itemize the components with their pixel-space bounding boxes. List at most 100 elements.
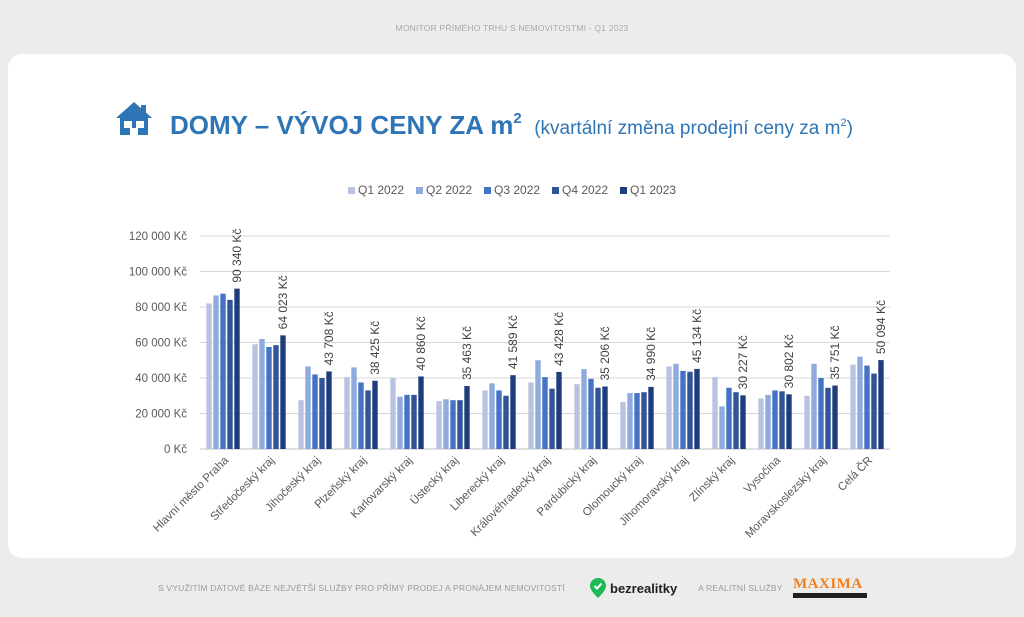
bar [602,386,608,449]
data-label: 35 206 Kč [598,326,612,380]
data-label: 45 134 Kč [690,309,704,363]
maxima-logo: MAXIMA [793,577,869,599]
bar [365,390,371,449]
bar [712,377,718,449]
maxima-name: MAXIMA [793,576,863,592]
y-tick-label: 80 000 Kč [135,302,187,314]
bar [234,288,240,449]
bar [673,363,679,449]
maxima-bar [793,593,867,598]
bar [227,299,233,449]
bar [443,399,449,449]
bar [510,375,516,449]
bar [319,378,325,449]
bar [871,373,877,449]
x-tick-label: Celá ČR [835,454,875,494]
bar [556,371,562,449]
bar [588,378,594,449]
top-caption: MONITOR PŘÍMÉHO TRHU S NEMOVITOSTMI - Q1… [395,23,629,33]
data-label: 30 227 Kč [736,335,750,389]
bar [351,367,357,449]
bar [772,390,778,449]
x-tick-label: Hlavní město Praha [151,454,231,534]
bar [634,393,640,449]
bar [779,391,785,449]
bar [549,388,555,449]
bar [206,303,212,449]
bar [450,400,456,449]
bar [758,398,764,449]
y-tick-label: 40 000 Kč [135,373,187,385]
footer: S VYUŽITÍM DATOVÉ BÁZE NEJVĚTŠÍ SLUŽBY P… [0,577,1024,599]
bar [464,386,470,449]
legend-swatch [552,187,559,194]
bar [358,382,364,449]
y-tick-label: 20 000 Kč [135,409,187,421]
data-label: 30 802 Kč [782,334,796,388]
legend-label: Q1 2022 [358,183,404,197]
bezrealitky-name: bezrealitky [610,580,678,596]
bar [411,394,417,449]
bar [765,394,771,449]
chart-card [8,54,1016,558]
title-row: DOMY – VÝVOJ CENY ZA m2 (kvartální změna… [170,110,853,141]
page-title: DOMY – VÝVOJ CENY ZA m [170,110,514,140]
data-label: 50 094 Kč [874,300,888,354]
y-tick-label: 120 000 Kč [129,231,187,243]
bar [482,390,488,449]
bar [436,401,442,449]
bar [825,387,831,449]
bar [595,387,601,449]
legend-swatch [348,187,355,194]
data-label: 35 463 Kč [460,326,474,380]
bar [574,384,580,449]
bar [850,364,856,449]
bar [252,344,258,449]
data-label: 90 340 Kč [230,229,244,283]
bar [666,366,672,449]
legend-label: Q4 2022 [562,183,608,197]
footer-middle-text: A REALITNÍ SLUŽBY [698,583,783,593]
bar [305,366,311,449]
subtitle-end: ) [846,118,853,139]
legend-swatch [416,187,423,194]
title-superscript: 2 [513,110,522,127]
x-tick-label: Moravskoslezský kraj [743,455,829,541]
bar [864,365,870,449]
bar [372,380,378,449]
bar [326,371,332,449]
bar [280,335,286,449]
y-tick-label: 0 Kč [164,444,187,456]
bar [857,356,863,449]
bar [687,371,693,449]
bar [528,382,534,449]
bar [213,295,219,449]
bar [641,392,647,449]
x-tick-label: Královéhradecký kraj [469,455,553,539]
data-label: 40 860 Kč [414,316,428,370]
bar [457,400,463,449]
bar [832,385,838,449]
page-subtitle: (kvartální změna prodejní ceny za m [534,118,841,139]
bar [503,395,509,449]
bezrealitky-pin-icon [590,578,606,598]
data-label: 43 428 Kč [552,312,566,366]
bar [535,360,541,449]
bar [620,401,626,449]
subtitle-superscript: 2 [840,117,847,129]
bar [298,400,304,449]
bar [811,363,817,449]
legend-swatch [484,187,491,194]
data-label: 64 023 Kč [276,275,290,329]
house-icon [116,102,152,135]
bar [786,394,792,449]
bar [404,394,410,449]
x-tick-label: Zlínský kraj [688,455,738,505]
bar [740,395,746,449]
legend-label: Q1 2023 [630,183,676,197]
bar [266,346,272,449]
footer-left-text: S VYUŽITÍM DATOVÉ BÁZE NEJVĚTŠÍ SLUŽBY P… [158,583,565,593]
data-label: 34 990 Kč [644,327,658,381]
legend-label: Q3 2022 [494,183,540,197]
